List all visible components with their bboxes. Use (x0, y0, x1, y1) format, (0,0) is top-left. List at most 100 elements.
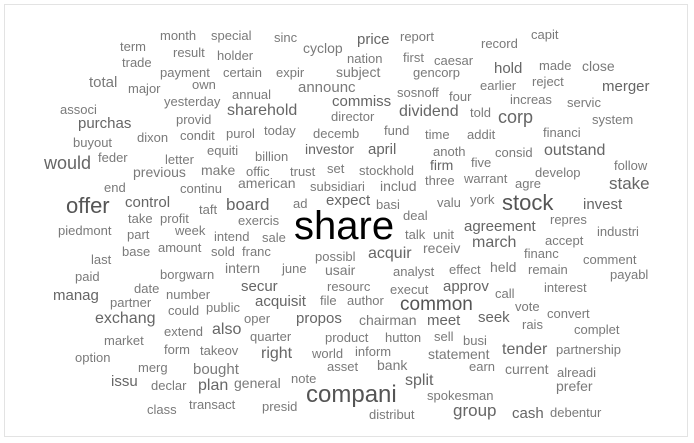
word-cloud-term: sharehold (227, 102, 298, 119)
word-cloud-term: takeov (200, 342, 239, 358)
word-cloud-term: previous (133, 164, 186, 180)
word-cloud-term: time (425, 126, 450, 142)
word-cloud-term: sosnoff (397, 84, 439, 100)
word-cloud-term: base (122, 243, 151, 259)
word-cloud-term: four (449, 88, 472, 104)
word-cloud-term: stock (502, 190, 554, 215)
word-cloud-term: note (291, 370, 317, 386)
word-cloud-term: hold (494, 59, 523, 77)
word-cloud-term: yesterday (164, 93, 221, 109)
word-cloud-term: week (175, 222, 206, 238)
word-cloud-term: date (134, 280, 160, 296)
word-cloud-term: transact (189, 396, 236, 412)
word-cloud-term: usair (325, 262, 356, 278)
word-cloud-term: paid (75, 268, 100, 284)
word-cloud-term: declar (151, 377, 187, 393)
word-cloud-term: system (592, 111, 634, 127)
word-cloud-term: product (325, 329, 369, 345)
word-cloud-term: offic (246, 163, 270, 179)
word-cloud-term: servic (567, 94, 601, 110)
word-cloud-term: commiss (332, 92, 392, 110)
word-cloud-frame (4, 4, 688, 437)
word-cloud-term: vote (515, 298, 540, 314)
word-cloud-term: quarter (250, 328, 292, 344)
word-cloud-term: payabl (610, 266, 649, 282)
word-cloud-term: reject (532, 73, 564, 89)
word-cloud-term: talk (405, 226, 426, 242)
word-cloud-term: exchang (95, 310, 156, 327)
word-cloud-term: firm (430, 157, 454, 173)
word-cloud-term: condit (180, 127, 215, 143)
word-cloud-term: basi (376, 196, 400, 212)
word-cloud-term: increas (510, 91, 552, 107)
word-cloud-term: agreement (464, 217, 536, 235)
word-cloud-term: warrant (464, 170, 508, 186)
word-cloud-term: piedmont (58, 222, 112, 238)
word-cloud-term: debentur (550, 404, 602, 420)
word-cloud-term: file (320, 292, 337, 308)
word-cloud-term: record (481, 35, 518, 51)
word-cloud-term: bought (193, 360, 239, 378)
word-cloud-term: manag (53, 286, 99, 304)
word-cloud-term: equiti (207, 142, 239, 158)
word-cloud-term: right (261, 345, 293, 362)
word-cloud-term: repres (550, 211, 587, 227)
word-cloud-term: class (147, 401, 177, 417)
word-cloud-term: hutton (385, 329, 422, 345)
word-cloud-term: merg (138, 359, 168, 375)
word-cloud-term: execut (390, 281, 429, 297)
word-cloud-term: expect (326, 191, 371, 209)
word-cloud-term: oper (244, 310, 271, 326)
word-cloud-term: effect (449, 261, 481, 277)
word-cloud-term: general (234, 375, 281, 391)
word-cloud-term: sell (434, 328, 454, 344)
word-cloud-term: fund (384, 122, 410, 138)
word-cloud-term: annual (232, 86, 272, 102)
word-cloud-term: anoth (433, 143, 466, 159)
word-cloud-term: nation (347, 50, 383, 66)
word-cloud-term: compani (306, 381, 397, 408)
word-cloud-term: follow (614, 157, 648, 173)
word-cloud-term: develop (535, 164, 581, 180)
word-cloud-term: holder (217, 47, 254, 63)
word-cloud-term: meet (427, 311, 461, 329)
word-cloud-term: possibl (315, 248, 356, 264)
word-cloud-term: common (400, 293, 473, 315)
word-cloud-term: number (166, 286, 211, 302)
word-cloud-term: profit (160, 210, 189, 226)
word-cloud-term: would (44, 153, 92, 173)
word-cloud-term: presid (262, 398, 298, 414)
word-cloud-term: control (125, 193, 171, 211)
word-cloud-term: inform (355, 343, 392, 359)
word-cloud-term: major (128, 80, 161, 96)
word-cloud-term: remain (528, 261, 568, 277)
word-cloud-term: report (400, 28, 434, 44)
word-cloud-term: partnership (556, 341, 622, 357)
word-cloud-term: cyclop (303, 40, 343, 56)
word-cloud-term: call (495, 285, 515, 301)
word-cloud-term: set (327, 160, 345, 176)
word-cloud-term: agre (515, 175, 542, 191)
word-cloud-term: valu (437, 194, 461, 210)
word-cloud-term: could (168, 302, 200, 318)
word-cloud-term: comment (583, 251, 637, 267)
word-cloud-term: expir (276, 64, 305, 80)
word-cloud-term: analyst (393, 263, 435, 279)
word-cloud-term: buyout (73, 134, 113, 150)
word-cloud-term: addit (467, 126, 496, 142)
word-cloud-term: term (120, 38, 146, 54)
word-cloud-term: acquisit (255, 292, 306, 310)
word-cloud-term: also (212, 321, 242, 338)
word-cloud-term: market (104, 332, 144, 348)
word-cloud-term: prefer (556, 378, 593, 394)
word-cloud-term: director (331, 108, 375, 124)
word-cloud-term: trade (122, 54, 152, 70)
word-cloud-term: statement (428, 346, 490, 362)
word-cloud-term: amount (158, 239, 202, 255)
word-cloud-term: first (403, 49, 424, 65)
word-cloud-term: investor (305, 141, 355, 157)
word-cloud-term: feder (98, 149, 128, 165)
word-cloud-term: world (312, 345, 344, 361)
word-cloud-term: total (89, 73, 118, 91)
